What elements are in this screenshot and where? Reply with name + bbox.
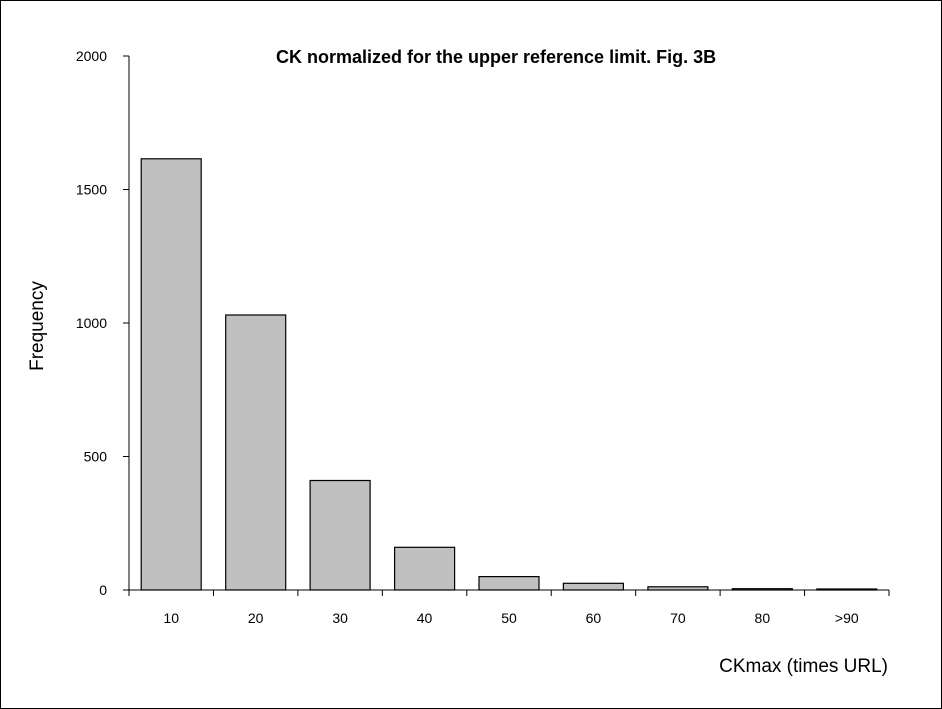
x-tick-label-3: 40 [417,610,433,626]
x-tick-label-2: 30 [332,610,348,626]
x-axis-label: CKmax (times URL) [719,656,888,677]
y-tick-label-0: 0 [99,582,107,598]
bar-3 [394,546,456,591]
bar-4 [478,575,540,591]
chart-title: CK normalized for the upper reference li… [276,47,716,67]
y-tick-label-4: 2000 [76,48,107,64]
x-tick-label-7: 80 [755,610,771,626]
bars-group [140,158,878,591]
x-tick-label-1: 20 [248,610,264,626]
x-tick-label-5: 60 [586,610,602,626]
axes-group: 0 500 1000 1500 2000 10 20 30 40 50 60 70 80 >90 [76,48,890,626]
bar-0 [140,158,202,591]
bar-1 [225,314,287,591]
y-axis-label: Frequency [27,281,48,371]
x-tick-label-0: 10 [163,610,179,626]
bar-5 [562,582,625,591]
y-tick-label-1: 500 [84,449,108,465]
y-tick-label-3: 1500 [76,182,107,198]
x-tick-label-6: 70 [670,610,686,626]
bar-2 [309,479,371,591]
x-tick-label-4: 50 [501,610,517,626]
y-tick-label-2: 1000 [76,315,107,331]
x-tick-label-8: >90 [835,610,859,626]
